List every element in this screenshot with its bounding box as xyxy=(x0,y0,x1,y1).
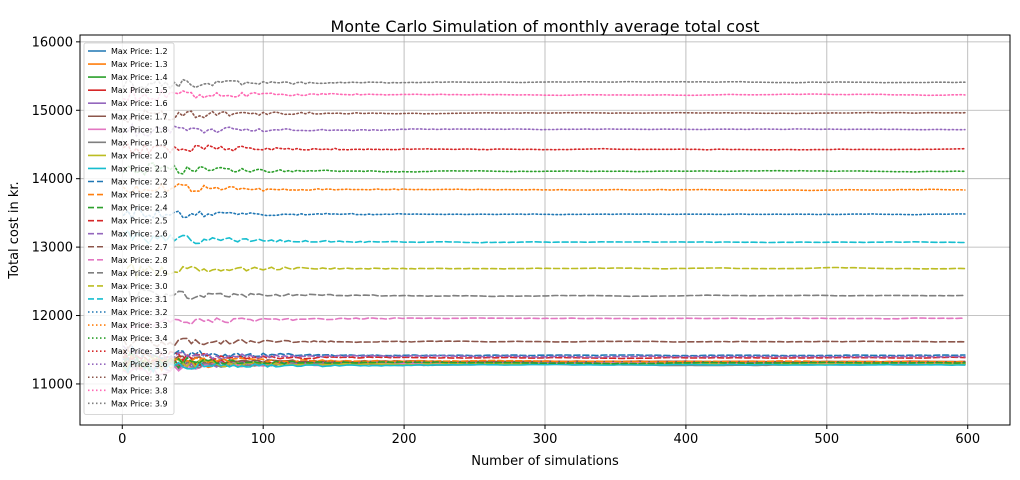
y-tick-label: 16000 xyxy=(32,35,73,50)
series-line xyxy=(122,85,966,103)
series-line xyxy=(122,344,966,361)
legend-label: Max Price: 2.6 xyxy=(111,230,168,239)
legend-label: Max Price: 3.1 xyxy=(111,295,168,304)
x-axis-label: Number of simulations xyxy=(471,454,619,469)
y-tick-label: 15000 xyxy=(32,104,73,119)
y-tick-label: 14000 xyxy=(32,172,73,187)
legend-label: Max Price: 2.4 xyxy=(111,204,168,213)
y-tick-label: 12000 xyxy=(32,309,73,324)
chart-title: Monte Carlo Simulation of monthly averag… xyxy=(330,17,759,36)
legend-label: Max Price: 1.5 xyxy=(111,86,168,95)
series-line xyxy=(122,317,966,331)
x-tick-label: 400 xyxy=(673,432,698,447)
legend-label: Max Price: 2.5 xyxy=(111,217,168,226)
legend-label: Max Price: 3.7 xyxy=(111,373,168,382)
legend-label: Max Price: 1.6 xyxy=(111,99,168,108)
series-line xyxy=(122,336,966,350)
series-line xyxy=(122,345,966,360)
legend: Max Price: 1.2 Max Price: 1.3 Max Price: 1… xyxy=(83,42,175,415)
y-tick-label: 13000 xyxy=(32,241,73,256)
x-tick-label: 200 xyxy=(392,432,417,447)
series-line xyxy=(122,262,966,280)
legend-label: Max Price: 2.3 xyxy=(111,191,168,200)
x-tick-label: 100 xyxy=(251,432,276,447)
series-line xyxy=(122,77,966,93)
legend-label: Max Price: 3.6 xyxy=(111,360,168,369)
x-tick-label: 300 xyxy=(533,432,558,447)
legend-label: Max Price: 3.3 xyxy=(111,321,168,330)
legend-label: Max Price: 2.0 xyxy=(111,151,168,160)
series-line xyxy=(122,206,966,221)
legend-label: Max Price: 3.9 xyxy=(111,399,168,408)
legend-label: Max Price: 1.7 xyxy=(111,112,168,121)
series-line xyxy=(122,228,966,245)
series-line xyxy=(122,182,966,195)
legend-label: Max Price: 3.2 xyxy=(111,308,168,317)
x-tick-label: 500 xyxy=(814,432,839,447)
legend-label: Max Price: 2.7 xyxy=(111,243,168,252)
x-tick-label: 600 xyxy=(955,432,980,447)
legend-label: Max Price: 1.3 xyxy=(111,60,168,69)
y-axis-label: Total cost in kr. xyxy=(7,181,22,279)
legend-label: Max Price: 2.9 xyxy=(111,269,168,278)
series-line xyxy=(122,286,966,304)
series-line xyxy=(122,108,966,124)
y-axis-ticks: 11000 12000 13000 14000 15000 16000 xyxy=(32,35,80,392)
series-line xyxy=(122,352,966,369)
y-tick-label: 11000 xyxy=(32,377,73,392)
legend-label: Max Price: 2.2 xyxy=(111,178,168,187)
legend-label: Max Price: 3.8 xyxy=(111,386,168,395)
legend-label: Max Price: 1.8 xyxy=(111,125,168,134)
series-line xyxy=(122,358,966,374)
series-line xyxy=(122,122,966,138)
legend-label: Max Price: 1.2 xyxy=(111,47,168,56)
series-layer xyxy=(122,77,966,377)
grid xyxy=(80,35,1010,425)
legend-label: Max Price: 3.5 xyxy=(111,347,168,356)
legend-label: Max Price: 2.1 xyxy=(111,164,168,173)
x-tick-label: 0 xyxy=(118,432,126,447)
legend-label: Max Price: 3.0 xyxy=(111,282,168,291)
x-axis-ticks: 0 100 200 300 400 500 600 xyxy=(118,425,980,447)
legend-label: Max Price: 2.8 xyxy=(111,256,168,265)
legend-box xyxy=(83,42,175,415)
series-line xyxy=(122,161,966,177)
series-line xyxy=(122,142,966,156)
legend-label: Max Price: 1.9 xyxy=(111,138,168,147)
legend-label: Max Price: 3.4 xyxy=(111,334,168,343)
legend-label: Max Price: 1.4 xyxy=(111,73,168,82)
series-line xyxy=(122,350,966,363)
